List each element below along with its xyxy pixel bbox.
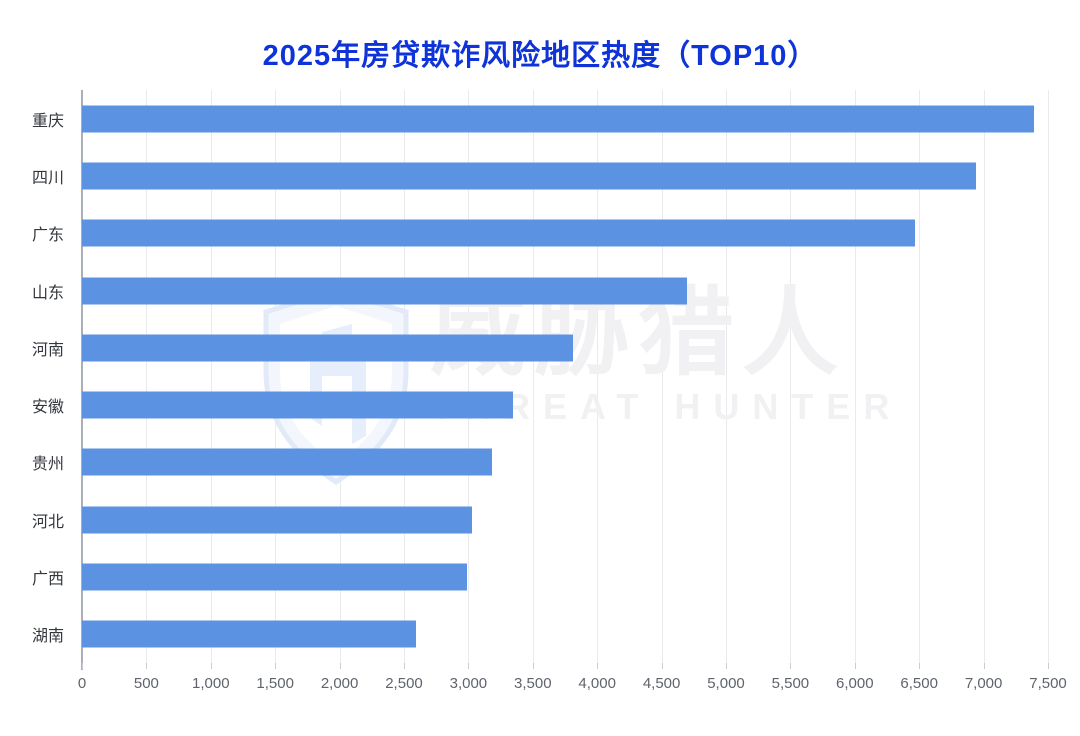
gridline	[919, 90, 921, 663]
x-tick-label: 7,000	[964, 675, 1003, 692]
category-label: 广西	[31, 571, 64, 589]
bar	[82, 162, 976, 190]
bar	[82, 391, 514, 419]
y-axis-line	[81, 90, 83, 670]
chart-row: 安徽	[32, 377, 1048, 434]
x-tick-label: 5,000	[707, 675, 745, 692]
gridline	[725, 90, 727, 663]
chart-row: 广西	[32, 548, 1048, 605]
x-tick-label: 1,500	[256, 675, 294, 692]
gridline	[532, 90, 534, 663]
bar	[82, 219, 916, 247]
x-tick-label: 4,000	[578, 675, 616, 692]
x-tick-label: 4,500	[642, 675, 681, 692]
gridline	[790, 90, 792, 663]
x-axis-tick	[983, 663, 985, 669]
x-tick-label: 3,500	[514, 675, 552, 692]
gridline	[146, 90, 148, 663]
gridline	[1048, 90, 1049, 663]
gridline	[661, 90, 663, 663]
category-label: 重庆	[31, 112, 64, 130]
category-label: 四川	[31, 169, 64, 187]
x-axis-tick	[339, 663, 341, 669]
x-tick-label: 5,500	[771, 675, 810, 692]
bar	[82, 277, 688, 305]
x-axis-tick	[403, 663, 405, 669]
gridline	[854, 90, 856, 663]
x-tick-label: 2,000	[320, 675, 359, 692]
x-axis-tick	[532, 663, 534, 669]
x-axis-tick	[854, 663, 856, 669]
x-tick-label: 1,000	[192, 675, 230, 692]
gridline	[983, 90, 985, 663]
x-axis-tick	[790, 663, 792, 669]
x-axis-tick	[82, 663, 83, 669]
chart-row: 广东	[32, 205, 1048, 262]
x-tick-label: 2,500	[385, 675, 423, 692]
x-axis-tick	[1048, 663, 1049, 669]
gridline	[210, 90, 212, 663]
x-tick-label: 6,000	[836, 675, 874, 692]
chart-row: 湖南	[32, 606, 1048, 663]
chart-row: 重庆	[32, 90, 1048, 147]
bar	[82, 506, 473, 534]
category-label: 湖南	[31, 628, 64, 646]
bar-chart-plot-area: 威胁猎人 THREAT HUNTER 重庆 四川 广东 山东 河南 安徽 贵州 河北 广西 湖南 …	[32, 90, 1067, 692]
x-tick-label: 0	[77, 675, 87, 692]
x-axis-tick	[275, 663, 277, 669]
x-axis-tick	[597, 663, 599, 669]
chart-row: 四川	[32, 147, 1048, 204]
x-axis-tick	[725, 663, 727, 669]
category-label: 广东	[31, 227, 64, 245]
category-label: 河北	[31, 513, 64, 531]
x-axis-tick	[146, 663, 148, 669]
chart-row: 河北	[32, 491, 1048, 548]
bar	[82, 448, 492, 476]
chart-row: 山东	[32, 262, 1048, 319]
bar	[82, 105, 1034, 133]
gridline	[468, 90, 470, 663]
x-tick-label: 7,500	[1029, 675, 1067, 692]
x-axis-tick	[468, 663, 470, 669]
category-label: 贵州	[31, 456, 64, 474]
chart-row: 贵州	[32, 434, 1048, 491]
category-label: 安徽	[31, 399, 64, 417]
chart-title: 2025年房贷欺诈风险地区热度（TOP10）	[262, 40, 818, 72]
chart-row: 河南	[32, 319, 1048, 376]
x-tick-label: 500	[133, 675, 159, 692]
category-label: 山东	[31, 284, 64, 302]
bar	[82, 334, 573, 362]
bar	[82, 620, 416, 648]
x-axis-tick	[919, 663, 921, 669]
x-tick-label: 3,000	[449, 675, 488, 692]
gridline	[597, 90, 599, 663]
bar	[82, 563, 468, 591]
bars-layer: 重庆四川广东山东河南安徽贵州河北广西湖南	[32, 90, 1048, 663]
x-axis-tick	[210, 663, 212, 669]
x-axis-tick	[661, 663, 663, 669]
x-tick-label: 6,500	[900, 675, 938, 692]
category-label: 河南	[31, 341, 64, 359]
